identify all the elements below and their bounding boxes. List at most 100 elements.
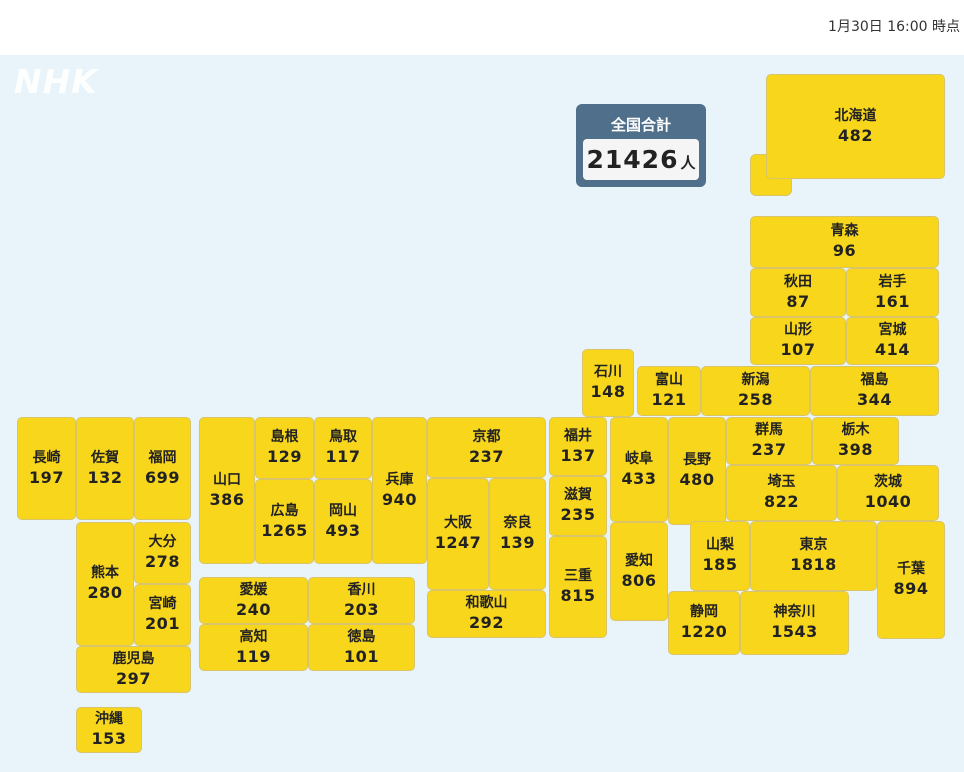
prefecture-name: 福井 xyxy=(564,427,592,444)
prefecture-count: 132 xyxy=(87,467,123,487)
prefecture-count: 161 xyxy=(875,291,910,311)
national-total-value: 21426 xyxy=(586,145,679,174)
prefecture-tile[interactable]: 広島 1265 xyxy=(255,479,314,564)
prefecture-tile[interactable]: 茨城 1040 xyxy=(837,465,939,521)
prefecture-tile[interactable]: 鹿児島 297 xyxy=(76,646,191,693)
prefecture-name: 島根 xyxy=(270,429,299,445)
prefecture-count: 201 xyxy=(145,614,180,633)
prefecture-name: 埼玉 xyxy=(767,474,796,490)
prefecture-tile[interactable]: 千葉 894 xyxy=(877,521,945,639)
prefecture-name: 徳島 xyxy=(347,628,376,645)
prefecture-name: 新潟 xyxy=(741,372,770,388)
prefecture-count: 699 xyxy=(145,467,180,487)
prefecture-tile[interactable]: 福岡 699 xyxy=(134,417,191,520)
prefecture-tile[interactable]: 愛媛 240 xyxy=(199,577,308,624)
prefecture-tile[interactable]: 埼玉 822 xyxy=(726,465,837,521)
prefecture-tile[interactable]: 福島 344 xyxy=(810,366,939,416)
prefecture-count: 101 xyxy=(344,646,379,666)
prefecture-tile[interactable]: 佐賀 132 xyxy=(76,417,134,520)
prefecture-name: 北海道 xyxy=(834,107,877,124)
prefecture-count: 1818 xyxy=(790,555,837,574)
prefecture-tile[interactable]: 奈良 139 xyxy=(489,478,546,590)
prefecture-tile[interactable]: 栃木 398 xyxy=(812,417,899,465)
prefecture-tile[interactable]: 福井 137 xyxy=(549,417,607,476)
prefecture-count: 203 xyxy=(344,599,379,619)
prefecture-count: 119 xyxy=(236,646,271,666)
prefecture-name: 熊本 xyxy=(91,565,119,581)
prefecture-tile[interactable]: 静岡 1220 xyxy=(668,591,740,655)
prefecture-tile[interactable]: 岩手 161 xyxy=(846,268,939,317)
prefecture-name: 富山 xyxy=(655,372,683,388)
prefecture-name: 秋田 xyxy=(784,273,812,290)
prefecture-tile[interactable]: 長崎 197 xyxy=(17,417,76,520)
prefecture-tile[interactable]: 香川 203 xyxy=(308,577,415,624)
prefecture-count: 139 xyxy=(500,533,535,552)
prefecture-tile[interactable]: 青森 96 xyxy=(750,216,939,268)
prefecture-name: 静岡 xyxy=(690,604,718,620)
prefecture-tile[interactable]: 宮崎 201 xyxy=(134,584,191,646)
national-total-unit: 人 xyxy=(680,154,696,172)
prefecture-tile[interactable]: 島根 129 xyxy=(255,417,314,479)
prefecture-name: 香川 xyxy=(347,581,376,598)
prefecture-tile[interactable]: 山梨 185 xyxy=(690,521,750,591)
prefecture-count: 121 xyxy=(651,390,687,409)
prefecture-name: 群馬 xyxy=(755,422,783,438)
prefecture-tile[interactable]: 石川 148 xyxy=(582,349,634,417)
prefecture-tile[interactable]: 愛知 806 xyxy=(610,522,668,621)
prefecture-tile[interactable]: 岡山 493 xyxy=(314,479,372,564)
prefecture-tile[interactable]: 三重 815 xyxy=(549,536,607,638)
prefecture-tile[interactable]: 東京 1818 xyxy=(750,521,877,591)
prefecture-tile[interactable]: 滋賀 235 xyxy=(549,476,607,536)
prefecture-name: 鳥取 xyxy=(329,429,357,445)
prefecture-tile[interactable]: 新潟 258 xyxy=(701,366,810,416)
prefecture-name: 宮崎 xyxy=(148,596,177,612)
prefecture-tile[interactable]: 徳島 101 xyxy=(308,624,415,671)
prefecture-tile[interactable]: 山口 386 xyxy=(199,417,255,564)
prefecture-name: 京都 xyxy=(472,428,501,445)
prefecture-name: 東京 xyxy=(799,537,828,553)
prefecture-count: 237 xyxy=(469,446,504,466)
prefecture-count: 493 xyxy=(325,520,361,540)
prefecture-tile[interactable]: 沖縄 153 xyxy=(76,707,142,753)
prefecture-tile[interactable]: 群馬 237 xyxy=(726,417,812,465)
prefecture-tile[interactable]: 秋田 87 xyxy=(750,268,846,317)
prefecture-tile[interactable]: 京都 237 xyxy=(427,417,546,478)
prefecture-name: 青森 xyxy=(830,223,859,239)
prefecture-count: 1220 xyxy=(680,622,728,641)
prefecture-tile[interactable]: 神奈川 1543 xyxy=(740,591,849,655)
prefecture-count: 107 xyxy=(780,340,816,359)
prefecture-tile[interactable]: 高知 119 xyxy=(199,624,308,671)
prefecture-tile[interactable]: 岐阜 433 xyxy=(610,417,668,522)
national-total-label: 全国合計 xyxy=(610,116,671,134)
timestamp: 1月30日 16:00 時点 xyxy=(828,19,960,35)
prefecture-count: 117 xyxy=(325,447,361,466)
national-total-box: 全国合計 21426 人 xyxy=(576,104,706,187)
prefecture-tile[interactable]: 宮城 414 xyxy=(846,317,939,365)
prefecture-name: 大分 xyxy=(148,534,177,550)
prefecture-tile[interactable]: 富山 121 xyxy=(637,366,701,416)
prefecture-count: 414 xyxy=(875,340,910,359)
prefecture-name: 長野 xyxy=(683,452,711,468)
prefecture-count: 482 xyxy=(838,125,873,145)
prefecture-count: 185 xyxy=(702,555,738,574)
prefecture-name: 長崎 xyxy=(32,449,61,466)
prefecture-count: 153 xyxy=(91,729,127,748)
prefecture-tile[interactable]: 北海道 482 xyxy=(766,74,945,179)
prefecture-name: 山口 xyxy=(213,471,241,488)
prefecture-tile[interactable]: 山形 107 xyxy=(750,317,846,365)
prefecture-tile[interactable]: 和歌山 292 xyxy=(427,590,546,638)
prefecture-tile[interactable]: 長野 480 xyxy=(668,417,726,525)
prefecture-name: 大阪 xyxy=(444,515,472,531)
prefecture-tile[interactable]: 熊本 280 xyxy=(76,522,134,646)
prefecture-name: 福岡 xyxy=(148,449,177,466)
prefecture-tile[interactable]: 鳥取 117 xyxy=(314,417,372,479)
prefecture-name: 岡山 xyxy=(329,502,357,519)
prefecture-tile[interactable]: 大分 278 xyxy=(134,522,191,584)
prefecture-name: 愛知 xyxy=(625,552,653,569)
prefecture-count: 1543 xyxy=(771,622,818,641)
prefecture-name: 愛媛 xyxy=(239,581,268,598)
prefecture-tile[interactable]: 大阪 1247 xyxy=(427,478,489,590)
prefecture-name: 和歌山 xyxy=(465,595,508,611)
prefecture-tile[interactable]: 兵庫 940 xyxy=(372,417,427,564)
prefecture-name: 山梨 xyxy=(706,537,734,553)
